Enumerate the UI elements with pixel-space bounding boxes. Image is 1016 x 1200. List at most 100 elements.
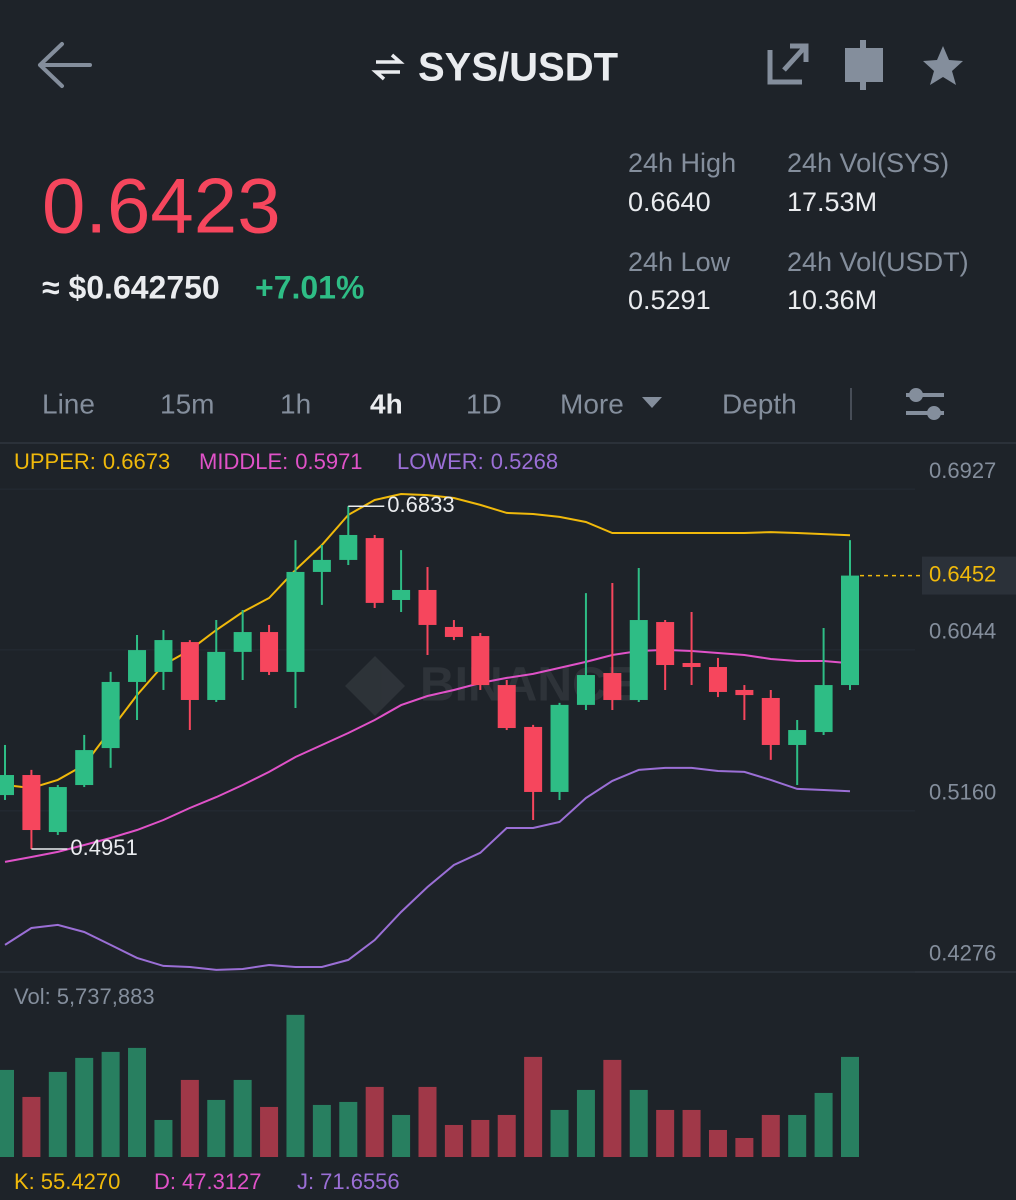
indicator-value: 0.5971 [295,449,362,474]
indicator-name: UPPER: [14,449,96,474]
tab[interactable]: 1D [466,388,502,419]
favorite-icon[interactable] [923,46,963,85]
volume-bar [708,1129,727,1157]
share-icon[interactable] [767,43,809,85]
volume-bar [101,1051,120,1157]
last-price: 0.6423 [42,162,281,250]
candle-body [207,651,226,700]
volume-bar [0,1069,14,1157]
volume-bar [180,1079,199,1157]
price-change: +7.01% [255,269,364,305]
volume-bar [814,1092,833,1157]
stat-label: 24h High [628,148,736,178]
watermark: BINANCE [345,656,639,716]
layout-icon[interactable] [845,40,883,90]
volume-name: Vol: [14,984,51,1009]
candle-body [154,640,173,672]
kdj-value: 47.3127 [182,1169,262,1194]
candle-body [524,726,543,792]
y-tick-label: 0.6044 [929,619,996,644]
extreme-label: 0.4951 [70,835,137,860]
candle-body [365,538,384,603]
pair-title: SYS/USDT [418,46,618,90]
volume-bar [576,1089,595,1157]
back-button[interactable] [38,42,92,88]
candle-body [128,650,147,682]
indicator-value: 0.6673 [103,449,170,474]
volume-bar [312,1104,331,1157]
candle-body [735,689,754,696]
volume-bar [682,1109,701,1157]
candle-body [788,730,807,745]
volume-bar [154,1119,173,1157]
candle-body [761,697,780,745]
candle-body [603,673,622,700]
more-caret[interactable] [642,397,662,408]
kdj-value: 71.6556 [320,1169,400,1194]
kdj-name: J: [297,1169,314,1194]
volume-bar [207,1099,226,1157]
candle-body [576,675,595,705]
y-tick-label: 0.5160 [929,780,996,805]
kdj-readout: K: 55.4270 [14,1169,120,1194]
settings-icon[interactable] [906,388,944,420]
volume-bar [761,1114,780,1157]
candle-body [233,632,252,652]
candle-body [814,685,833,733]
candle-body [629,620,648,700]
candle-body [339,534,358,560]
indicator-legend: MIDDLE: 0.5971 [199,449,363,474]
swap-icon[interactable] [371,53,405,81]
volume-bar [524,1056,543,1157]
candle-body [656,622,675,666]
volume-bar [392,1114,411,1157]
volume-bar [365,1086,384,1157]
stat-value: 10.36M [787,285,877,315]
volume-bar [471,1119,490,1157]
candle-body [75,750,94,786]
volume-bar [339,1101,358,1157]
band-line [4,492,851,790]
volume-bar [656,1109,675,1157]
stat-value: 0.5291 [628,285,711,315]
candle-body [286,571,305,672]
volume-bar [629,1089,648,1157]
volume-bar [497,1114,516,1157]
indicator-legend: LOWER: 0.5268 [397,449,558,474]
watermark-text: BINANCE [420,659,639,712]
stat-value: 17.53M [787,187,877,217]
indicator-name: LOWER: [397,449,484,474]
volume-bar [233,1079,252,1157]
tab[interactable]: 4h [370,388,403,419]
tab[interactable]: Line [42,388,95,419]
candle-body [708,667,727,692]
candle-body [312,559,331,572]
y-tick-label: 0.4276 [929,941,996,966]
chart: 0.6927 0.6044 0.5160 0.4276 0.6833 0.4951 0.64… [0,449,1016,1194]
candle-body [22,775,41,831]
interval-tabs: Line 15m 1h 4h 1D More Depth [42,388,797,419]
tab[interactable]: Depth [722,388,797,419]
stat-label: 24h Low [628,247,731,277]
kdj-readout: D: 47.3127 [154,1169,262,1194]
volume-bar [260,1106,279,1157]
volume-bar [603,1059,622,1157]
candle-body [101,681,120,749]
volume-bar [286,1014,305,1157]
indicator-name: MIDDLE: [199,449,288,474]
kdj-value: 55.4270 [41,1169,121,1194]
tab[interactable]: 1h [280,388,311,419]
tab[interactable]: 15m [160,388,214,419]
candle-body [260,632,279,672]
last-price-label: 0.6452 [929,561,996,586]
y-tick-label: 0.6927 [929,458,996,483]
volume-bar [48,1071,67,1157]
volume-bar [444,1124,463,1157]
candle-body [418,589,437,625]
candle-body [682,663,701,668]
tab[interactable]: More [560,388,624,419]
volume-value: 5,737,883 [57,984,155,1009]
stat-label: 24h Vol(USDT) [787,247,969,277]
candle-body [497,685,516,729]
band-line [4,648,851,863]
